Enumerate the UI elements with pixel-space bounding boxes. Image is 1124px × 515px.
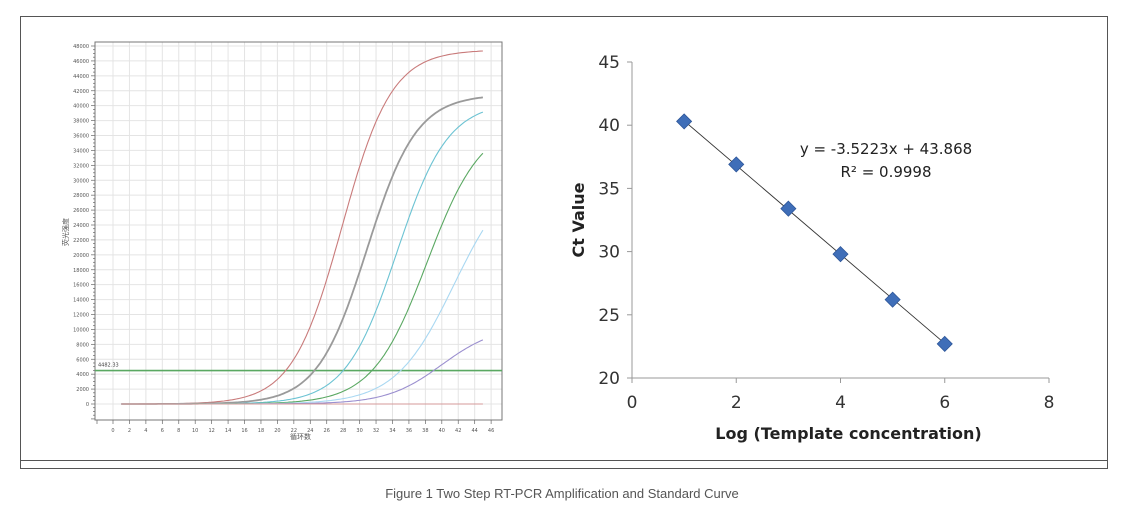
y-tick-label: 2000 <box>76 387 89 393</box>
y-tick-label: 48000 <box>73 44 89 50</box>
y-tick-label: 20 <box>598 369 620 389</box>
data-point <box>832 246 849 263</box>
x-tick-label: 20 <box>274 428 280 434</box>
x-tick-label: 34 <box>389 428 395 434</box>
threshold-label: 4482.33 <box>98 363 119 369</box>
x-tick-label: 2 <box>731 393 742 413</box>
y-tick-label: 36000 <box>73 134 89 140</box>
y-tick-label: 0 <box>86 402 89 408</box>
y-tick-label: 8000 <box>76 342 89 348</box>
x-tick-label: 12 <box>208 428 214 434</box>
x-tick-label: 0 <box>111 428 114 434</box>
plot-frame <box>94 41 503 421</box>
x-tick-label: 8 <box>177 428 180 434</box>
y-tick-label: 46000 <box>73 59 89 65</box>
y-tick-label: 24000 <box>73 223 89 229</box>
y-tick-label: 32000 <box>73 163 89 169</box>
x-tick-label: 6 <box>939 393 950 413</box>
trendline-equation: y = -3.5223x + 43.868 <box>800 140 972 158</box>
x-tick-label: 46 <box>488 428 494 434</box>
figure-frame <box>20 16 1108 469</box>
x-tick-label: 8 <box>1044 393 1055 413</box>
data-point <box>936 335 953 352</box>
y-axis-label: 荧光强度 <box>61 218 70 246</box>
r-squared-label: R² = 0.9998 <box>840 163 931 181</box>
x-tick-label: 14 <box>225 428 231 434</box>
figure-frame-bottom-rule <box>20 460 1108 470</box>
y-tick-label: 30 <box>598 243 620 263</box>
x-axis-label: 循环数 <box>290 432 311 441</box>
x-tick-label: 28 <box>340 428 346 434</box>
y-tick-label: 34000 <box>73 148 89 154</box>
x-tick-label: 18 <box>258 428 264 434</box>
y-tick-label: 4000 <box>76 372 89 378</box>
y-tick-label: 16000 <box>73 283 89 289</box>
x-tick-label: 30 <box>356 428 362 434</box>
x-tick-label: 4 <box>835 393 846 413</box>
x-tick-label: 38 <box>422 428 428 434</box>
y-tick-label: 14000 <box>73 298 89 304</box>
x-tick-label: 42 <box>455 428 461 434</box>
y-tick-label: 26000 <box>73 208 89 214</box>
standard-curve-chart: 20 25 30 35 40 45 0 2 4 6 8 Log (Template concentra… <box>569 53 1055 443</box>
x-tick-label: 16 <box>241 428 247 434</box>
x-tick-label: 32 <box>373 428 379 434</box>
y-tick-label: 28000 <box>73 193 89 199</box>
data-point <box>884 291 901 308</box>
y-tick-label: 22000 <box>73 238 89 244</box>
x-tick-label: 26 <box>324 428 330 434</box>
x-axis-label: Log (Template concentration) <box>715 424 981 443</box>
x-tick-label: 40 <box>439 428 445 434</box>
y-tick-label: 12000 <box>73 313 89 319</box>
figure-caption: Figure 1 Two Step RT-PCR Amplification a… <box>385 486 739 501</box>
x-tick-label: 22 <box>291 428 297 434</box>
x-tick-label: 44 <box>471 428 477 434</box>
y-tick-label: 30000 <box>73 178 89 184</box>
x-tick-label: 0 <box>627 393 638 413</box>
y-tick-label: 35 <box>598 179 620 199</box>
y-tick-label: 42000 <box>73 89 89 95</box>
trendline <box>683 120 946 344</box>
y-tick-label: 45 <box>598 53 620 73</box>
y-tick-label: 6000 <box>76 357 89 363</box>
plot-area <box>95 42 502 420</box>
x-tick-label: 4 <box>144 428 147 434</box>
y-tick-label: 40000 <box>73 104 89 110</box>
y-tick-label: 20000 <box>73 253 89 259</box>
amplification-chart: 0200040006000800010000120001400016000180… <box>61 41 503 441</box>
data-point <box>728 156 745 173</box>
data-point <box>676 113 693 130</box>
data-point <box>780 200 797 217</box>
x-tick-label: 6 <box>161 428 164 434</box>
x-tick-label: 24 <box>307 428 313 434</box>
x-tick-label: 2 <box>128 428 131 434</box>
y-tick-label: 10000 <box>73 327 89 333</box>
y-tick-label: 18000 <box>73 268 89 274</box>
y-axis-label: Ct Value <box>569 182 588 257</box>
x-tick-label: 10 <box>192 428 198 434</box>
y-tick-label: 25 <box>598 306 620 326</box>
x-tick-label: 36 <box>406 428 412 434</box>
y-tick-label: 40 <box>598 116 620 136</box>
y-tick-label: 44000 <box>73 74 89 80</box>
y-tick-label: 38000 <box>73 119 89 125</box>
